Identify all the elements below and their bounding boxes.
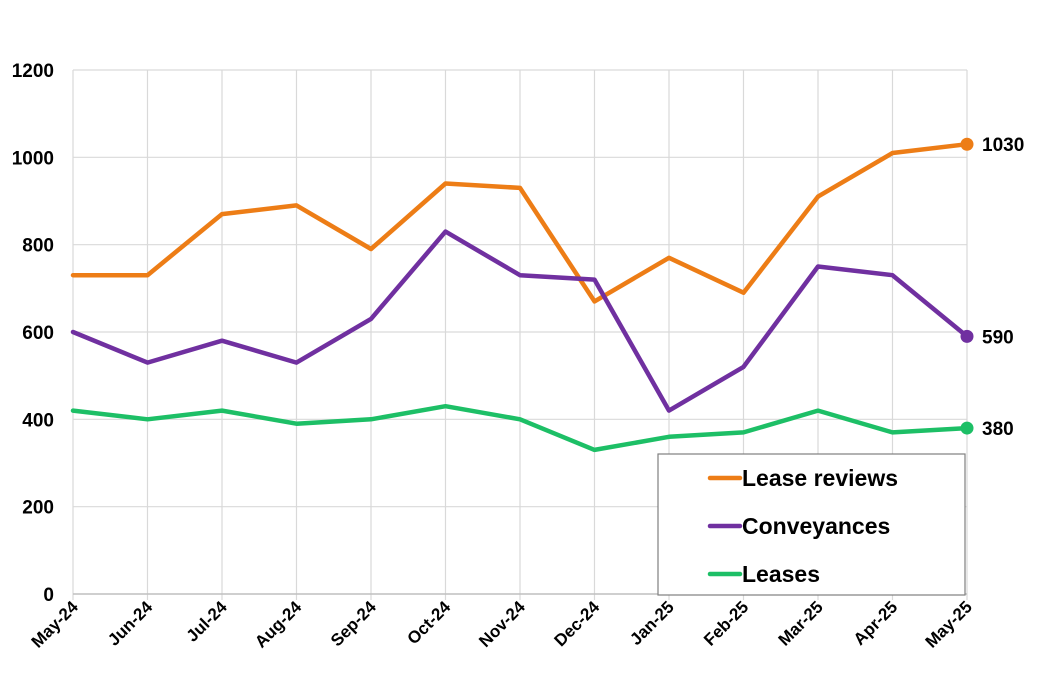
y-tick-label: 1200 bbox=[12, 61, 54, 82]
x-tick-label: Mar-25 bbox=[775, 597, 827, 649]
y-tick-label: 200 bbox=[22, 498, 54, 519]
grid-lines bbox=[72, 69, 968, 600]
x-tick-label: Sep-24 bbox=[327, 597, 380, 650]
legend-entry-label: Conveyances bbox=[742, 513, 890, 539]
y-tick-label: 0 bbox=[43, 585, 54, 606]
x-tick-label: May-25 bbox=[922, 597, 976, 651]
y-tick-label: 800 bbox=[22, 236, 54, 257]
end-marker bbox=[960, 329, 974, 343]
x-axis-ticks: May-24 Jun-24 Jul-24 Aug-24 Sep-24 Oct-24 Nov-… bbox=[28, 597, 976, 652]
series-line-leases bbox=[70, 403, 970, 453]
x-tick-label: Nov-24 bbox=[475, 597, 529, 651]
series-line-lease-reviews bbox=[70, 141, 970, 304]
legend-entry-label: Leases bbox=[742, 561, 820, 587]
legend-entry-label: Lease reviews bbox=[742, 465, 898, 491]
legend: Lease reviews Conveyances Leases bbox=[657, 453, 966, 596]
x-tick-label: Oct-24 bbox=[403, 597, 454, 648]
y-axis-ticks: 0 200 400 600 800 1000 1200 bbox=[12, 61, 54, 606]
x-tick-label: Jan-25 bbox=[626, 597, 678, 649]
y-tick-label: 400 bbox=[22, 410, 54, 431]
end-value-label: 1030 bbox=[982, 135, 1024, 156]
end-value-label: 590 bbox=[982, 327, 1014, 348]
x-tick-label: May-24 bbox=[28, 597, 83, 652]
x-tick-label: Aug-24 bbox=[251, 597, 306, 652]
series-line-conveyances bbox=[70, 229, 970, 413]
end-marker bbox=[960, 137, 974, 151]
x-tick-label: Jul-24 bbox=[183, 597, 232, 646]
series-lines: 1030 590 380 bbox=[70, 135, 1024, 453]
end-marker bbox=[960, 421, 974, 435]
x-tick-label: Feb-25 bbox=[700, 597, 752, 649]
y-tick-label: 1000 bbox=[12, 148, 54, 169]
x-tick-label: Apr-25 bbox=[850, 597, 902, 649]
y-tick-label: 600 bbox=[22, 323, 54, 344]
x-tick-label: Dec-24 bbox=[550, 597, 603, 650]
end-value-label: 380 bbox=[982, 419, 1014, 440]
x-tick-label: Jun-24 bbox=[104, 597, 157, 650]
